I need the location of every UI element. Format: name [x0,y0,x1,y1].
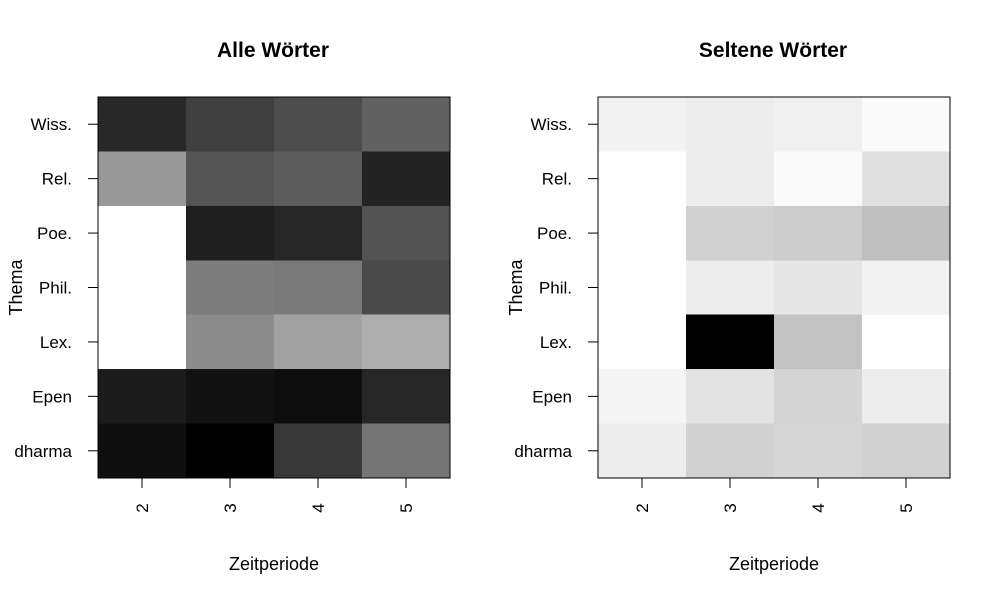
chart-title: Seltene Wörter [699,39,847,62]
heatmap-cell [598,151,687,207]
heatmap-cell [686,260,775,316]
heatmap-cell [186,97,275,153]
heatmap-cell [862,314,951,370]
heatmap-cell [98,314,187,370]
y-tick-label: Poe. [37,224,72,243]
heatmap-cell [98,151,187,207]
heatmap-cell [362,423,451,479]
heatmap-cell [98,369,187,425]
y-tick-label: Phil. [39,279,72,298]
heatmap-cell [274,260,363,316]
heatmap-cell [774,97,863,153]
heatmap-cell [686,314,775,370]
heatmap-cell [186,205,275,261]
y-tick-label: Wiss. [530,115,572,134]
heatmap-cell [862,205,951,261]
heatmap-cell [362,314,451,370]
heatmap-cell [98,205,187,261]
heatmap-cell [598,369,687,425]
heatmap-cell [686,205,775,261]
heatmap-cell [862,369,951,425]
x-tick-label: 4 [809,503,828,512]
x-tick-label: 2 [633,503,652,512]
x-tick-label: 3 [221,503,240,512]
heatmap-cell [774,205,863,261]
y-axis-label: Thema [506,259,526,316]
x-tick-label: 4 [309,503,328,512]
heatmap-cell [274,97,363,153]
y-tick-label: dharma [514,442,572,461]
heatmap-cell [186,314,275,370]
heatmap-cell [686,151,775,207]
heatmap-cell [274,314,363,370]
y-tick-label: Rel. [542,170,572,189]
x-tick-label: 3 [721,503,740,512]
heatmap-cell [274,151,363,207]
chart-title: Alle Wörter [217,39,329,62]
x-axis-label: Zeitperiode [229,554,319,574]
heatmap-cell [774,314,863,370]
x-tick-label: 5 [397,503,416,512]
x-tick-label: 5 [897,503,916,512]
heatmap-cell [98,260,187,316]
heatmap-cell [774,260,863,316]
heatmap-cell [598,97,687,153]
y-tick-label: Rel. [42,170,72,189]
heatmap-cell [598,314,687,370]
y-tick-label: Lex. [40,333,72,352]
heatmap-cell [98,423,187,479]
heatmap-cell [362,151,451,207]
heatmap-cell [362,205,451,261]
y-tick-label: dharma [14,442,72,461]
heatmap-cell [186,369,275,425]
heatmap-cell [774,423,863,479]
heatmap-cell [274,423,363,479]
heatmap-cell [686,369,775,425]
heatmap-cell [862,260,951,316]
heatmap-cell [274,369,363,425]
heatmap-cell [598,423,687,479]
heatmap-cell [598,205,687,261]
heatmap-cell [362,260,451,316]
heatmap-panel-seltene-woerter: Seltene Wörter Wiss. Rel. Poe. Phil. Lex. Epen… [506,39,951,574]
x-axis-label: Zeitperiode [729,554,819,574]
y-tick-label: Poe. [537,224,572,243]
heatmap-cell [686,423,775,479]
y-tick-label: Epen [532,387,572,406]
heatmap-cell [598,260,687,316]
heatmap-cell [186,151,275,207]
y-tick-label: Lex. [540,333,572,352]
y-tick-label: Epen [32,387,72,406]
heatmap-cell [686,97,775,153]
heatmap-cell [362,97,451,153]
heatmap-panel-alle-woerter: Alle Wörter Wiss. Rel. Poe. Phil. Lex. Epen dha… [6,39,451,574]
heatmap-cell [362,369,451,425]
y-axis-label: Thema [6,259,26,316]
y-tick-label: Phil. [539,279,572,298]
y-tick-label: Wiss. [30,115,72,134]
heatmap-cell [98,97,187,153]
heatmap-cell [774,369,863,425]
heatmap-cell [862,423,951,479]
heatmap-cell [862,97,951,153]
heatmap-cell [186,423,275,479]
heatmap-cell [862,151,951,207]
heatmap-cell [274,205,363,261]
x-tick-label: 2 [133,503,152,512]
heatmap-cell [774,151,863,207]
heatmap-cell [186,260,275,316]
